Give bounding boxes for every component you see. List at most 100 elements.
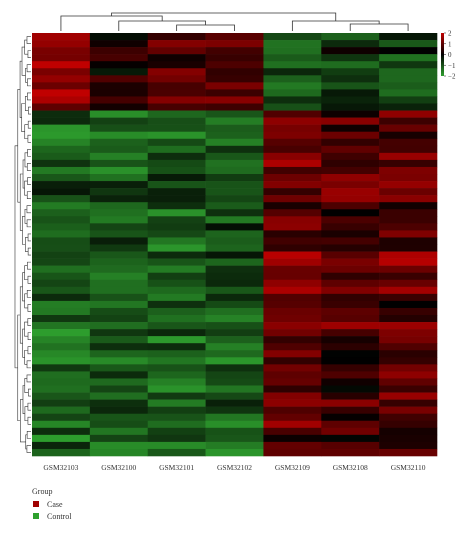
heatmap-cell [263, 427, 322, 436]
heatmap-cell [263, 96, 322, 104]
heatmap-cell [263, 174, 322, 182]
group-legend: Group Case Control [32, 487, 72, 521]
dendrogram-branch [24, 293, 28, 309]
heatmap-cell [147, 413, 206, 422]
legend-swatch-control [33, 513, 39, 519]
heatmap-cell [379, 131, 438, 140]
heatmap-cell [147, 54, 206, 62]
heatmap-cell [263, 441, 322, 450]
heatmap-cell [321, 174, 380, 182]
dendrogram-branch [26, 290, 31, 298]
heatmap-cell [205, 96, 264, 104]
heatmap-cell [379, 371, 438, 379]
column-label: GSM32103 [43, 463, 78, 472]
heatmap-cell [147, 166, 206, 175]
heatmap-cell [263, 82, 322, 90]
heatmap-cell [321, 286, 380, 295]
heatmap-cell [32, 131, 91, 140]
heatmap-cell [263, 117, 322, 125]
heatmap-cell [32, 343, 91, 351]
dendrogram-branch [26, 374, 31, 383]
heatmap-cell [32, 209, 91, 217]
dendrogram-branch [28, 388, 31, 397]
heatmap-cell [379, 413, 438, 422]
legend-label-case: Case [47, 500, 63, 509]
heatmap-cell [321, 47, 380, 55]
heatmap-cell [263, 166, 322, 175]
heatmap-cell [32, 89, 91, 97]
heatmap-cell [205, 54, 264, 62]
heatmap-cell [321, 251, 380, 259]
heatmap-cell [89, 61, 149, 69]
dendrogram-branch [26, 360, 31, 369]
heatmap-cell [32, 293, 91, 302]
heatmap-cell [32, 441, 91, 450]
heatmap-cell [147, 399, 206, 407]
heatmap-cell [147, 47, 206, 55]
heatmap-cell [147, 378, 206, 386]
heatmap-cell [89, 138, 149, 147]
heatmap-cell [89, 364, 149, 372]
heatmap-cell [89, 315, 149, 323]
heatmap-cell [321, 265, 380, 273]
heatmap-cell [263, 448, 322, 457]
heatmap-cell [32, 399, 91, 407]
heatmap-cell [147, 329, 206, 337]
heatmap-cell [263, 223, 322, 231]
column-label: GSM32110 [391, 463, 426, 472]
heatmap-cell [32, 68, 91, 76]
heatmap-cell [32, 307, 91, 316]
heatmap-cell [89, 448, 149, 457]
heatmap-cell [89, 166, 149, 175]
heatmap-cell [32, 166, 91, 175]
heatmap-cell [205, 174, 264, 182]
heatmap-cell [379, 103, 438, 111]
heatmap-cell [89, 336, 149, 344]
heatmap-cell [205, 336, 264, 344]
heatmap-cell [147, 427, 206, 436]
heatmap-cell [379, 272, 438, 281]
dendrogram-branch [349, 23, 409, 31]
heatmap-cell [89, 434, 149, 443]
heatmap-cell [321, 54, 380, 62]
heatmap-cell [89, 385, 149, 393]
heatmap-cell [89, 54, 149, 62]
heatmap-cell [32, 357, 91, 365]
heatmap-cell [32, 279, 91, 288]
heatmap-cell [89, 174, 149, 182]
heatmap-cell [147, 420, 206, 429]
heatmap-cell [205, 279, 264, 288]
heatmap-cell [32, 110, 91, 118]
dendrogram-branch [27, 78, 31, 87]
heatmap-cell [379, 96, 438, 104]
dendrogram-branch [26, 163, 31, 171]
heatmap-cell [379, 258, 438, 266]
heatmap-cell [321, 378, 380, 386]
dendrogram-branch [19, 173, 24, 231]
dendrogram-branch [27, 134, 31, 143]
heatmap-cell [32, 47, 91, 55]
heatmap-cell [321, 441, 380, 450]
heatmap-cell [263, 138, 322, 147]
heatmap-cell [205, 420, 264, 429]
heatmap-cell [32, 216, 91, 224]
heatmap-cell [89, 371, 149, 379]
heatmap-cell [321, 223, 380, 231]
dendrogram-branch [22, 272, 25, 302]
dendrogram-branch [28, 106, 31, 115]
heatmap-cell [205, 251, 264, 259]
heatmap-cell [205, 343, 264, 351]
heatmap-cell [321, 300, 380, 309]
heatmap-cell [379, 385, 438, 393]
heatmap-cell [32, 265, 91, 273]
heatmap-cell [321, 216, 380, 224]
heatmap-cell [32, 300, 91, 309]
heatmap-cell [32, 371, 91, 379]
heatmap-cell [379, 392, 438, 400]
heatmap-cell [263, 89, 322, 97]
heatmap-cell [89, 293, 149, 302]
heatmap-cell [379, 244, 438, 252]
heatmap-cell [147, 272, 206, 281]
heatmap-cell [89, 216, 149, 224]
heatmap-cell [321, 364, 380, 372]
